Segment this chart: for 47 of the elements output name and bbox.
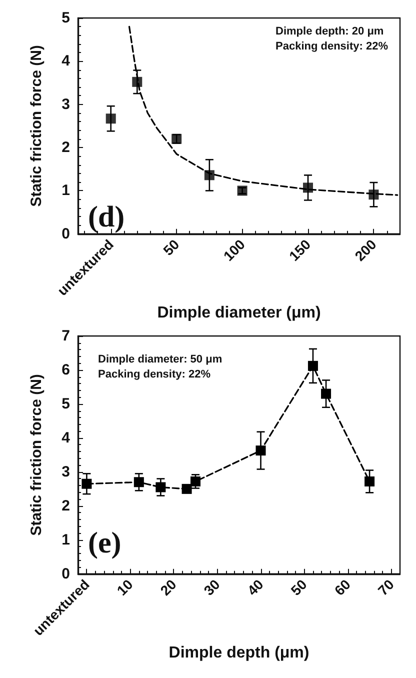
y-tick-label: 3 bbox=[62, 463, 70, 480]
point bbox=[82, 478, 92, 489]
y-tick-label: 2 bbox=[62, 497, 70, 514]
point bbox=[364, 476, 375, 486]
point bbox=[182, 484, 192, 494]
x-tick-label: 20 bbox=[157, 576, 180, 599]
point bbox=[204, 170, 214, 180]
x-tick-label: 150 bbox=[286, 236, 314, 264]
x-tick-label: 200 bbox=[352, 236, 380, 264]
y-tick-label: 6 bbox=[62, 361, 70, 378]
point bbox=[368, 190, 379, 200]
y-axis-title: Static friction force (N) bbox=[28, 374, 45, 536]
point bbox=[303, 182, 313, 193]
annotation: (e) bbox=[88, 526, 122, 560]
y-tick-label: 2 bbox=[62, 139, 70, 156]
x-tick-label: 60 bbox=[331, 576, 354, 599]
annotation: (d) bbox=[88, 200, 125, 234]
y-tick-label: 4 bbox=[62, 52, 71, 70]
x-tick-label: 50 bbox=[288, 576, 310, 599]
x-tick-label: 10 bbox=[114, 576, 136, 599]
y-tick-label: 4 bbox=[62, 429, 71, 446]
point bbox=[190, 476, 200, 486]
x-tick-label: 100 bbox=[220, 236, 248, 264]
y-tick-label: 5 bbox=[62, 395, 70, 412]
y-tick-label: 1 bbox=[62, 182, 70, 200]
point bbox=[321, 388, 332, 399]
y-tick-label: 0 bbox=[62, 565, 70, 582]
point bbox=[134, 477, 144, 488]
x-tick-label: 40 bbox=[244, 576, 267, 599]
y-tick-label: 3 bbox=[62, 96, 70, 113]
point bbox=[308, 360, 318, 371]
point bbox=[256, 446, 266, 456]
y-tick-label: 5 bbox=[62, 10, 70, 26]
point bbox=[132, 76, 142, 87]
y-axis-title: Static friction force (N) bbox=[28, 45, 45, 207]
y-tick-label: 0 bbox=[62, 225, 70, 242]
point bbox=[156, 482, 166, 492]
x-tick-label: 50 bbox=[160, 236, 182, 259]
y-tick-label: 1 bbox=[62, 531, 70, 548]
annotation: Dimple depth: 20 μm Packing density: 22% bbox=[276, 26, 388, 52]
y-tick-label: 7 bbox=[62, 328, 70, 344]
x-axis-title: Dimple diameter (μm) bbox=[157, 304, 321, 322]
x-tick-label: 30 bbox=[200, 576, 224, 599]
x-tick-label: 70 bbox=[374, 576, 398, 599]
x-axis-title: Dimple depth (μm) bbox=[168, 644, 310, 662]
annotation: Dimple diameter: 50 μm Packing density: 22% bbox=[98, 354, 222, 380]
point bbox=[106, 114, 116, 124]
